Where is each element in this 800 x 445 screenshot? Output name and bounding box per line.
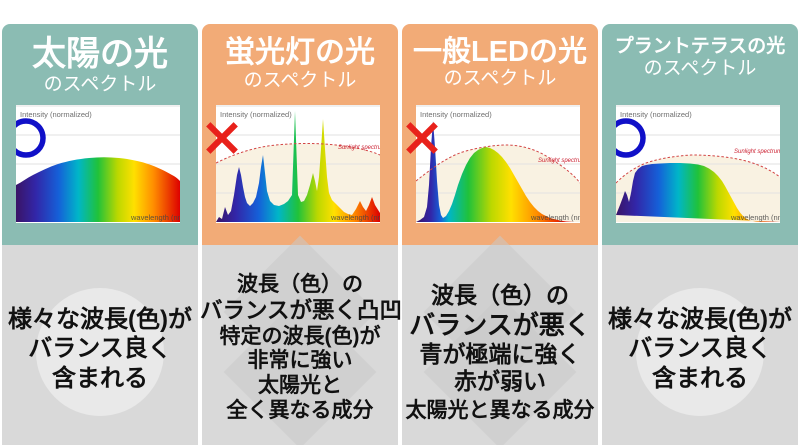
svg-text:wavelength (nm): wavelength (nm) bbox=[730, 213, 780, 222]
svg-text:wavelength (nm): wavelength (nm) bbox=[530, 213, 580, 222]
svg-text:Intensity (normalized): Intensity (normalized) bbox=[420, 110, 492, 119]
svg-text:wavelength (nm): wavelength (nm) bbox=[330, 213, 380, 222]
svg-text:Sunlight spectrum: Sunlight spectrum bbox=[338, 145, 380, 151]
svg-text:Intensity (normalized): Intensity (normalized) bbox=[620, 110, 692, 119]
svg-text:Sunlight spectrum: Sunlight spectrum bbox=[734, 149, 780, 155]
svg-text:Intensity (normalized): Intensity (normalized) bbox=[220, 110, 292, 119]
svg-text:Sunlight spectrum: Sunlight spectrum bbox=[538, 158, 580, 164]
svg-text:wavelength (nm): wavelength (nm) bbox=[130, 213, 180, 222]
svg-text:Intensity (normalized): Intensity (normalized) bbox=[20, 110, 92, 119]
